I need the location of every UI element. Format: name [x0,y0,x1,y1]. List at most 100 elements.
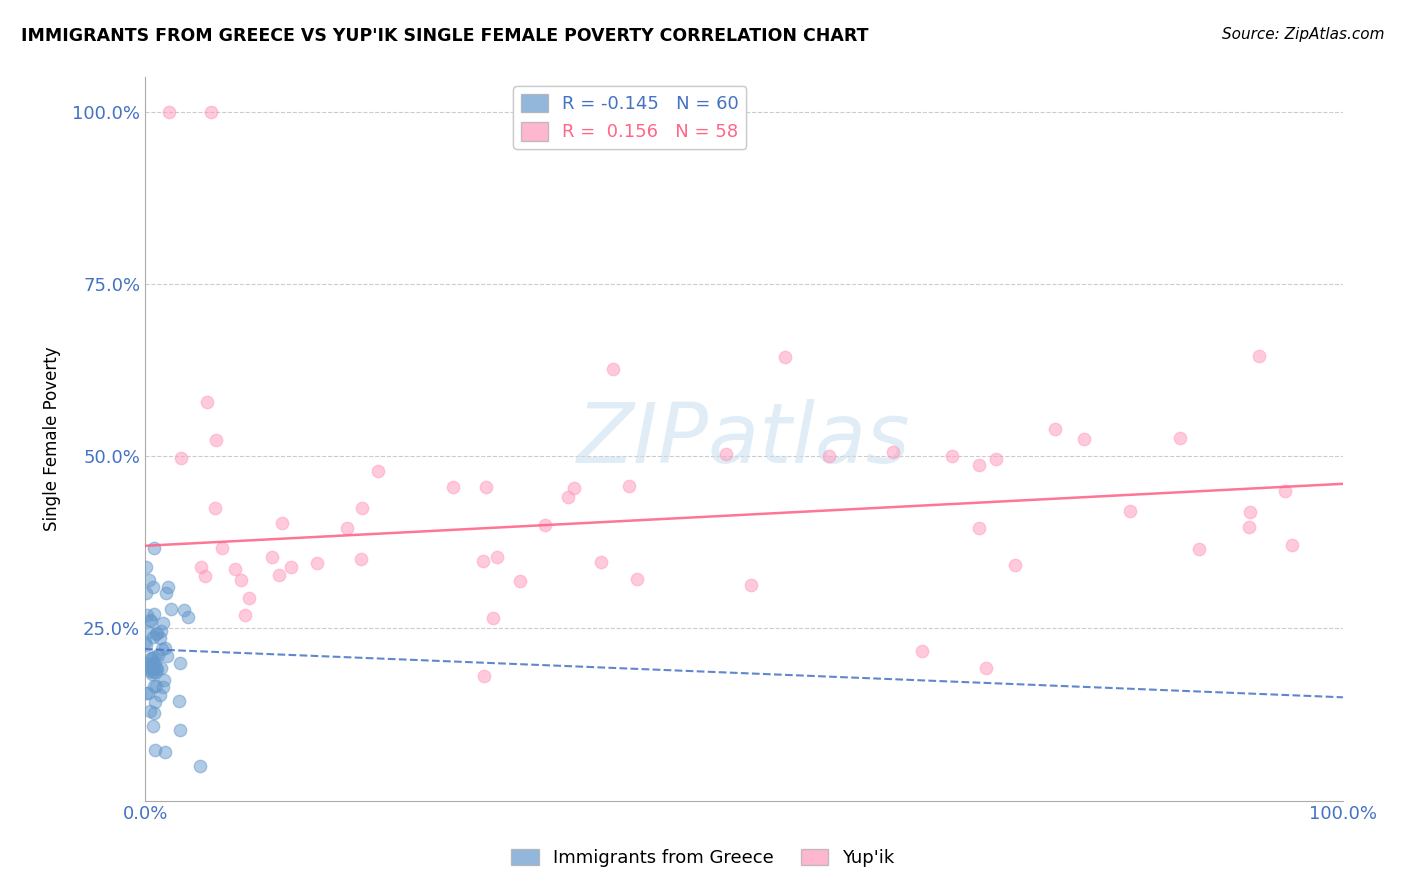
Point [602,362,624,376]
Point [485,549,508,564]
Point [475,480,498,494]
Point [157,104,180,119]
Point [148,631,170,645]
Point [211,541,233,555]
Point [136,608,159,623]
Point [233,607,256,622]
Point [157,580,180,594]
Point [1119,503,1142,517]
Point [135,638,157,652]
Point [167,694,190,708]
Y-axis label: Single Female Poverty: Single Female Poverty [44,347,60,532]
Point [974,661,997,675]
Point [153,640,176,655]
Point [967,521,990,535]
Point [138,624,160,639]
Point [149,688,172,702]
Legend: R = -0.145   N = 60, R =  0.156   N = 58: R = -0.145 N = 60, R = 0.156 N = 58 [513,87,747,149]
Point [142,630,165,644]
Point [1004,558,1026,573]
Point [142,650,165,665]
Point [238,591,260,606]
Point [589,555,612,569]
Point [177,610,200,624]
Point [224,562,246,576]
Point [194,569,217,583]
Point [173,603,195,617]
Text: Source: ZipAtlas.com: Source: ZipAtlas.com [1222,27,1385,42]
Legend: Immigrants from Greece, Yup'ik: Immigrants from Greece, Yup'ik [505,841,901,874]
Point [626,572,648,586]
Point [967,458,990,472]
Point [1239,520,1261,534]
Point [143,695,166,709]
Point [152,615,174,630]
Point [818,449,841,463]
Point [307,556,329,570]
Text: ZIPatlas: ZIPatlas [578,399,911,480]
Point [911,644,934,658]
Text: IMMIGRANTS FROM GREECE VS YUP'IK SINGLE FEMALE POVERTY CORRELATION CHART: IMMIGRANTS FROM GREECE VS YUP'IK SINGLE … [21,27,869,45]
Point [231,574,253,588]
Point [152,680,174,694]
Point [141,662,163,676]
Point [134,656,156,670]
Point [141,651,163,665]
Point [141,657,163,672]
Point [143,679,166,693]
Point [143,742,166,756]
Point [195,395,218,409]
Point [1281,538,1303,552]
Point [533,518,555,533]
Point [472,554,495,568]
Point [1188,541,1211,556]
Point [138,664,160,678]
Point [139,615,162,629]
Point [190,560,212,574]
Point [941,449,963,463]
Point [740,578,762,592]
Point [138,659,160,673]
Point [474,668,496,682]
Point [149,624,172,639]
Point [155,586,177,600]
Point [142,580,165,594]
Point [143,655,166,669]
Point [153,745,176,759]
Point [349,551,371,566]
Point [619,479,641,493]
Point [882,445,904,459]
Point [271,516,294,530]
Point [136,686,159,700]
Point [1247,349,1270,363]
Point [150,661,173,675]
Point [260,549,283,564]
Point [145,679,167,693]
Point [142,718,165,732]
Point [146,626,169,640]
Point [138,614,160,628]
Point [142,541,165,555]
Point [150,642,173,657]
Point [142,656,165,670]
Point [139,704,162,718]
Point [143,607,166,621]
Point [1043,422,1066,436]
Point [138,573,160,587]
Point [170,450,193,465]
Point [509,574,531,588]
Point [135,585,157,599]
Point [142,665,165,680]
Point [188,758,211,772]
Point [336,521,359,535]
Point [280,559,302,574]
Point [145,660,167,674]
Point [141,650,163,665]
Point [267,568,290,582]
Point [145,627,167,641]
Point [1239,505,1261,519]
Point [135,560,157,574]
Point [135,686,157,700]
Point [1274,484,1296,499]
Point [204,500,226,515]
